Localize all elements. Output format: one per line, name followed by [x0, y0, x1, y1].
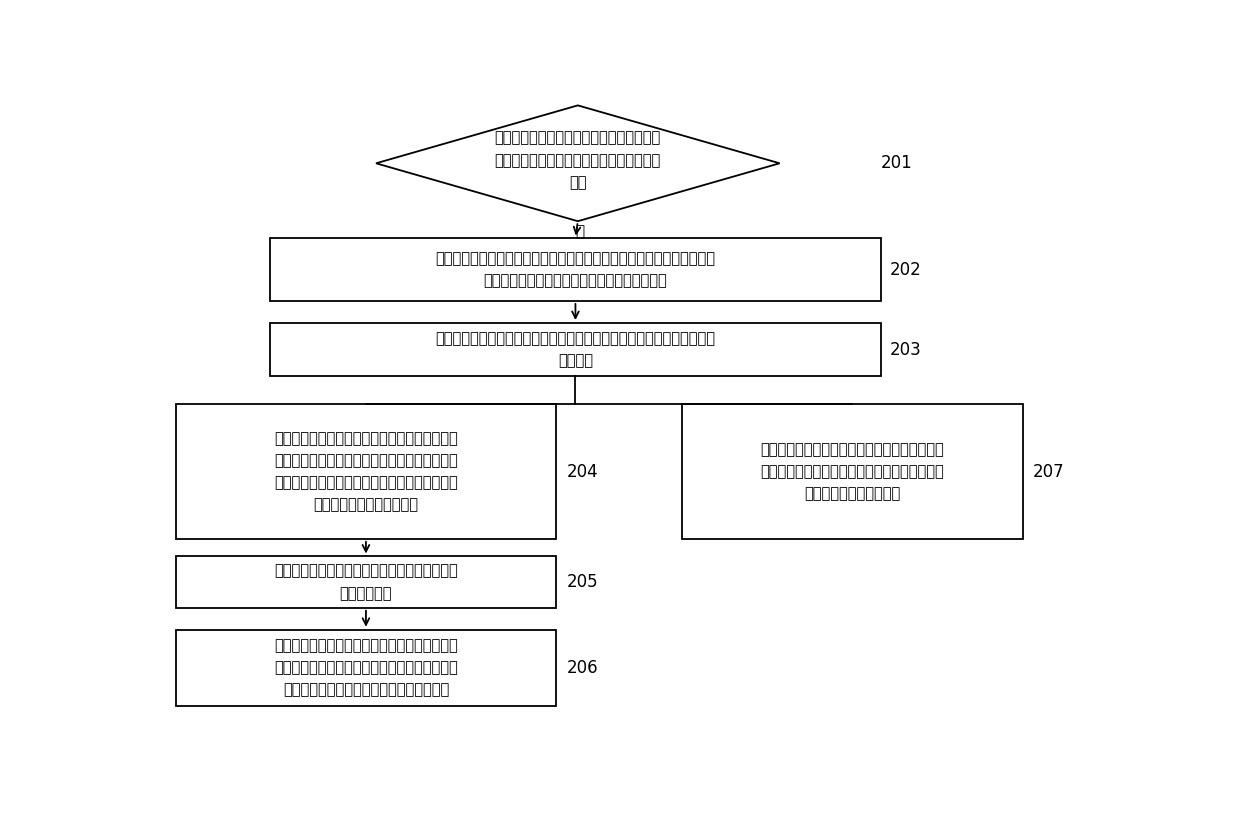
Text: 204: 204 — [567, 463, 598, 481]
Text: 根据所述离线地图确定距离所述载人无人机最近
的返航着陆点: 根据所述离线地图确定距离所述载人无人机最近 的返航着陆点 — [274, 563, 458, 601]
Text: 205: 205 — [567, 573, 598, 591]
Bar — [270, 323, 880, 376]
Polygon shape — [376, 106, 780, 221]
Text: 201: 201 — [880, 154, 913, 172]
Text: 是: 是 — [575, 224, 584, 239]
Bar — [176, 556, 556, 608]
Text: 若成功恢复与所述地面控制站之间的稳定通信，
则停止离线飞行状态并恢复所述地面控制站对所
述载人无人机的飞行控制: 若成功恢复与所述地面控制站之间的稳定通信， 则停止离线飞行状态并恢复所述地面控制… — [760, 442, 944, 502]
Bar — [176, 404, 556, 539]
Bar — [176, 629, 556, 706]
Bar — [682, 404, 1023, 539]
Text: 203: 203 — [890, 341, 921, 359]
Text: 根据所述当前实时位置和所述返航着陆点，自主
设定返航飞行路线，并按照所述返航飞行路线飞
行到所述返航着陆点，以实现自主返航飞行: 根据所述当前实时位置和所述返航着陆点，自主 设定返航飞行路线，并按照所述返航飞行… — [274, 638, 458, 698]
Text: 若在预定时间范围内未恢复与所述地面控制站之
间的稳定通信，则在所述预定安全飞行高度上，
根据所述载人无人机的当前实时位置，调取所述
载人无人机存储的离线地图: 若在预定时间范围内未恢复与所述地面控制站之 间的稳定通信，则在所述预定安全飞行高… — [274, 431, 458, 512]
Text: 在所述预定安全飞行高度对应的空中悬停飞行，并向所述地面控制站请求
恢复通信: 在所述预定安全飞行高度对应的空中悬停飞行，并向所述地面控制站请求 恢复通信 — [435, 331, 715, 368]
Text: 202: 202 — [890, 261, 921, 280]
Bar — [270, 238, 880, 301]
Text: 检测所述载人无人机与所述地面控制站之间
的直接通信链路和备份通信链路是否均发生
中断: 检测所述载人无人机与所述地面控制站之间 的直接通信链路和备份通信链路是否均发生 … — [495, 130, 661, 190]
Text: 确定所述载人无人机与地面控制站之间的通信发生中断，启动进入离线飞
行状态，并将飞行高度调整至预定安全飞行高度: 确定所述载人无人机与地面控制站之间的通信发生中断，启动进入离线飞 行状态，并将飞… — [435, 251, 715, 289]
Text: 207: 207 — [1033, 463, 1064, 481]
Text: 206: 206 — [567, 659, 598, 677]
